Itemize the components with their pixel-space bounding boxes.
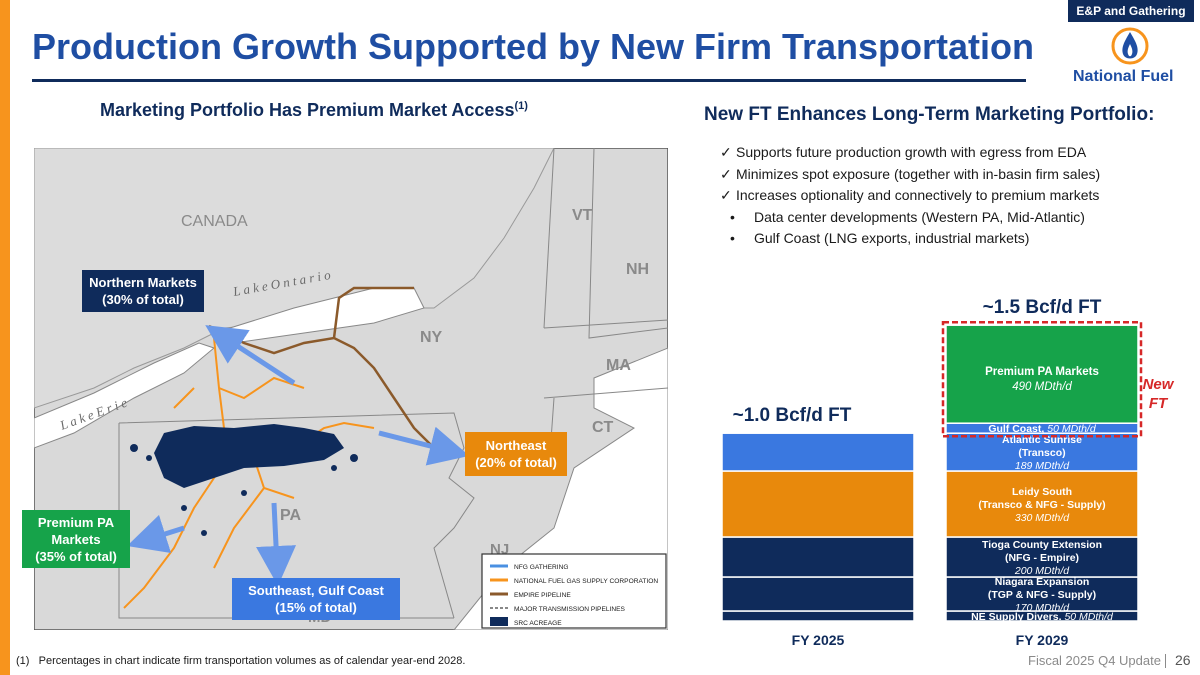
logo-ring-icon — [1111, 27, 1149, 65]
check-icon: ✓ — [720, 144, 732, 160]
arrow-southeast — [256, 502, 297, 586]
segment-label: Premium PA Markets — [985, 366, 1099, 378]
logo-text: National Fuel — [1073, 68, 1174, 85]
segment-label: 170 MDth/d — [1015, 602, 1070, 614]
callout-text: Northern Markets (30% of total) — [89, 275, 197, 307]
total-label: ~1.0 Bcf/d FT — [733, 405, 852, 426]
segment-label: 189 MDth/d — [1015, 460, 1070, 472]
segment-label: 200 MDth/d — [1014, 565, 1070, 577]
title-rule — [32, 79, 1026, 82]
footnote: (1) Percentages in chart indicate firm t… — [16, 655, 466, 667]
map-legend: NFG GATHERING NATIONAL FUEL GAS SUPPLY CO… — [481, 553, 667, 629]
segment-label: (NFG - Empire) — [1005, 552, 1079, 564]
segment-label: Tioga County Extension — [982, 539, 1102, 551]
map-label-ma: MA — [606, 357, 631, 374]
bar-segment-fy2029-6 — [945, 324, 1139, 424]
segment-label: Gulf Coast, 50 MDth/d — [988, 423, 1097, 435]
sub-bullet: • Gulf Coast (LNG exports, industrial mar… — [720, 228, 1100, 250]
arrow-north — [205, 325, 296, 386]
accent-strip — [0, 0, 10, 675]
check-item: ✓ Supports future production growth with … — [720, 142, 1100, 164]
map-label-vt: VT — [572, 207, 593, 224]
new-ft-label: FT — [1149, 395, 1169, 412]
right-heading: New FT Enhances Long-Term Marketing Port… — [704, 104, 1155, 125]
legend-label: SRC ACREAGE — [514, 620, 562, 627]
callout-text: Northeast (20% of total) — [475, 438, 557, 470]
segment-label: (TGP & NFG - Supply) — [988, 589, 1096, 601]
new-ft-label: New — [1143, 376, 1175, 393]
total-label: ~1.5 Bcf/d FT — [983, 297, 1102, 318]
category-label: FY 2029 — [1016, 632, 1069, 648]
segment-label: 330 MDth/d — [1015, 512, 1070, 524]
page-number: 26 — [1175, 652, 1191, 668]
segment-label: Niagara Expansion — [995, 576, 1090, 588]
legend-label: EMPIRE PIPELINE — [514, 592, 571, 599]
footer-separator — [1165, 654, 1166, 668]
map-label-pa: PA — [280, 507, 301, 524]
bar-segment-fy2025-1 — [721, 576, 915, 612]
legend-label: NATIONAL FUEL GAS SUPPLY CORPORATION — [514, 578, 658, 585]
national-fuel-logo — [1111, 27, 1149, 65]
arrow-premium-pa — [126, 514, 185, 554]
segment-label: 490 MDth/d — [1012, 381, 1072, 393]
bullet-dot-icon: • — [730, 230, 735, 246]
bar-segment-fy2025-2 — [721, 536, 915, 578]
premium-pa-markets-callout: Premium PA Markets (35% of total) — [22, 510, 130, 568]
callout-text: Southeast, Gulf Coast (15% of total) — [248, 583, 384, 615]
bar-segment-fy2025-4 — [721, 432, 915, 472]
arrow-northeast — [378, 426, 470, 466]
sub-bullet: • Data center developments (Western PA, M… — [720, 207, 1100, 229]
map-label-ny: NY — [420, 329, 443, 346]
bar-segment-fy2025-3 — [721, 470, 915, 538]
check-icon: ✓ — [720, 165, 732, 182]
category-label: FY 2025 — [792, 632, 845, 648]
check-item: ✓ Minimizes spot exposure (together with … — [720, 164, 1100, 186]
bar-segment-fy2025-0 — [721, 610, 915, 622]
section-tag: E&P and Gathering — [1068, 0, 1194, 22]
footer-label: Fiscal 2025 Q4 Update — [1028, 653, 1161, 668]
page-title: Production Growth Supported by New Firm … — [32, 26, 1035, 67]
legend-label: MAJOR TRANSMISSION PIPELINES — [514, 606, 625, 613]
northeast-callout: Northeast (20% of total) — [465, 432, 567, 476]
bar-segment-fy2029-2 — [945, 536, 1139, 578]
map-label-nh: NH — [626, 261, 649, 278]
bar-segment-fy2029-3 — [945, 470, 1139, 538]
northern-markets-callout: Northern Markets (30% of total) — [82, 270, 204, 312]
segment-label: NE Supply Divers. 50 MDth/d — [971, 611, 1114, 623]
segment-label: (Transco) — [1018, 447, 1065, 459]
bar-segment-fy2029-1 — [945, 576, 1139, 612]
left-heading: Marketing Portfolio Has Premium Market A… — [100, 100, 528, 120]
ft-stacked-bar-chart: NE Supply Divers. 50 MDth/d Niagara Expan… — [721, 297, 1175, 648]
segment-label: (Transco & NFG - Supply) — [978, 499, 1105, 511]
check-item: ✓ Increases optionality and connectively … — [720, 185, 1100, 207]
callout-text: Premium PA Markets (35% of total) — [35, 514, 117, 564]
legend-label: NFG GATHERING — [514, 564, 568, 571]
check-icon: ✓ — [720, 187, 732, 203]
map-label-ct: CT — [592, 419, 614, 436]
map-label-canada: CANADA — [181, 213, 248, 230]
bullet-dot-icon: • — [730, 208, 735, 225]
southeast-gulf-coast-callout: Southeast, Gulf Coast (15% of total) — [232, 578, 400, 620]
legend-swatch — [490, 617, 508, 626]
market-map: CANADA L a k e O n t a r i o L a k e E r… — [34, 148, 668, 630]
benefits-list: ✓ Supports future production growth with … — [720, 142, 1100, 250]
segment-label: Leidy South — [1012, 486, 1072, 498]
